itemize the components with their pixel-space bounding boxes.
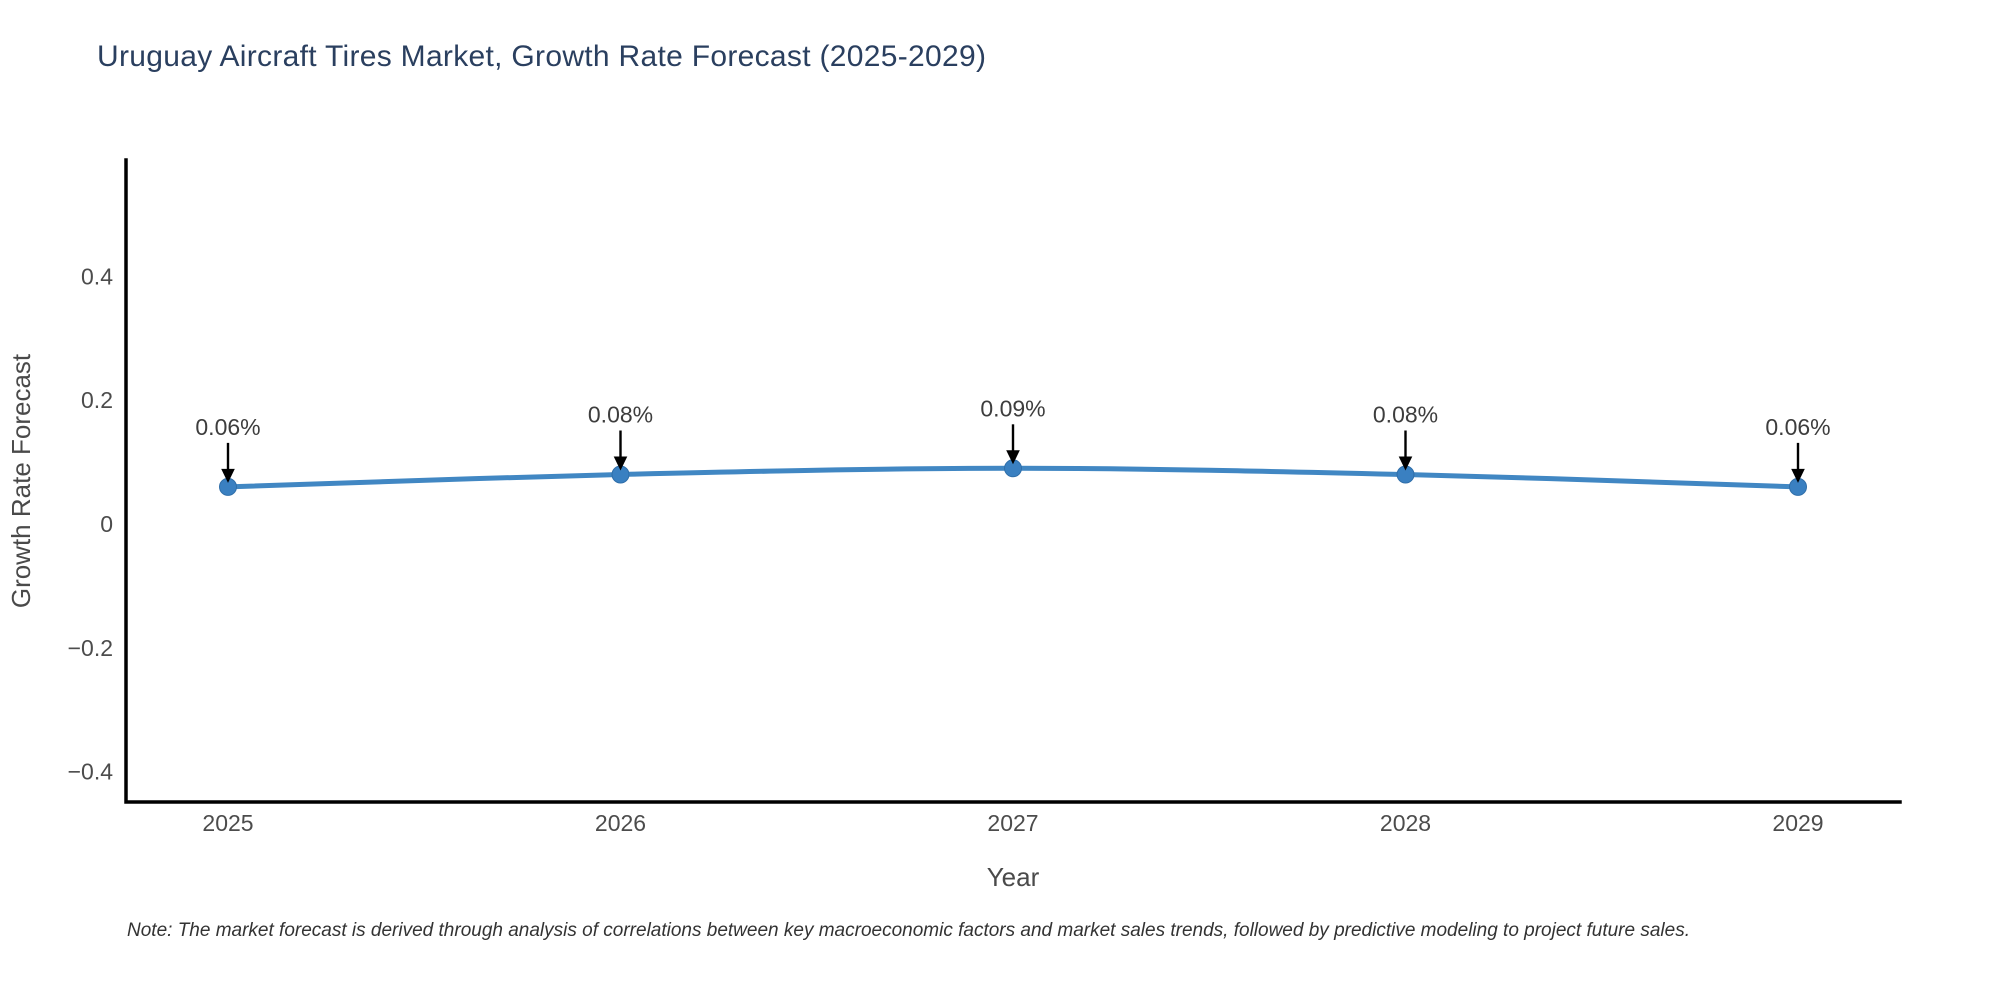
annotation-arrowhead-icon: [221, 468, 235, 483]
footnote: Note: The market forecast is derived thr…: [127, 920, 1690, 941]
y-axis-title: Growth Rate Forecast: [6, 353, 36, 608]
point-value-label: 0.09%: [980, 395, 1045, 421]
annotation-arrowhead-icon: [613, 456, 628, 471]
x-tick-label: 2027: [987, 810, 1038, 836]
y-tick-label: −0.4: [68, 759, 114, 785]
axis-lines: [124, 158, 1902, 804]
point-value-label: 0.06%: [195, 414, 260, 440]
y-tick-label: 0.4: [81, 263, 113, 289]
axes-layer: [124, 158, 1902, 804]
point-value-label: 0.08%: [1373, 401, 1438, 427]
annotation-arrowhead-icon: [1791, 468, 1805, 483]
chart-title: Uruguay Aircraft Tires Market, Growth Ra…: [97, 40, 987, 73]
x-tick-label: 2026: [595, 810, 646, 836]
annotation-layer: 0.06% 0.08% 0.09% 0.08% 0.06%: [195, 395, 1831, 483]
y-tick-label: 0: [100, 511, 113, 537]
x-tick-label: 2025: [202, 810, 253, 836]
x-axis-title: Year: [987, 862, 1040, 892]
series-layer: [219, 459, 1807, 496]
point-value-label: 0.08%: [588, 401, 653, 427]
tick-layer: 0.4 0.2 0 −0.2 −0.4 2025 2026 2027 2028 2029: [68, 263, 1824, 836]
annotation-arrowhead-icon: [1006, 450, 1020, 465]
x-tick-label: 2028: [1380, 810, 1431, 836]
y-tick-label: 0.2: [81, 387, 113, 413]
x-tick-label: 2029: [1772, 810, 1823, 836]
point-value-label: 0.06%: [1765, 414, 1830, 440]
y-tick-label: −0.2: [68, 635, 113, 661]
annotation-arrowhead-icon: [1398, 456, 1413, 471]
